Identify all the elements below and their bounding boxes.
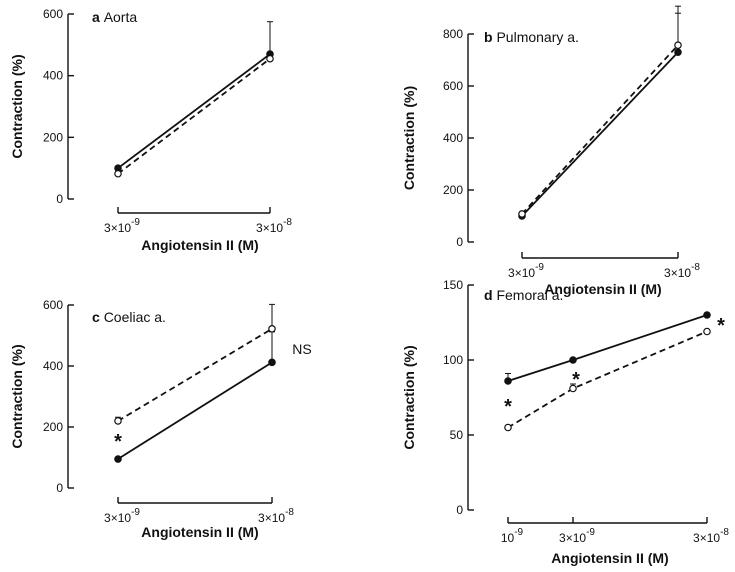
panel-title: c Coeliac a. bbox=[92, 309, 166, 325]
y-tick-label: 200 bbox=[43, 130, 63, 144]
panel-c: 0 200 400 600 Contraction (%) 3×10-9 3×10-8Ang… bbox=[9, 298, 312, 540]
x-tick-label: 3×10-8 bbox=[693, 527, 729, 545]
marker-open bbox=[114, 169, 122, 178]
panel-title: a Aorta bbox=[92, 9, 137, 25]
marker-open bbox=[674, 41, 682, 49]
series-line-solid bbox=[117, 53, 271, 169]
x-tick-label: 3×10-8 bbox=[258, 507, 294, 525]
marker-filled bbox=[114, 455, 122, 463]
y-axis-label: Contraction (%) bbox=[401, 86, 417, 190]
marker-open bbox=[504, 423, 512, 432]
x-axis-label: Angiotensin II (M) bbox=[544, 281, 661, 297]
y-tick-label: 0 bbox=[56, 192, 63, 206]
significance-asterisk: * bbox=[114, 431, 122, 453]
marker-open bbox=[569, 384, 577, 393]
y-tick-label: 600 bbox=[443, 79, 463, 93]
series-line-solid bbox=[521, 51, 679, 217]
series-line-dashed bbox=[507, 330, 708, 429]
marker-open bbox=[266, 54, 274, 63]
panel-b: 0 200 400 600 800 Contraction (%) 3×10-9 3×10-8… bbox=[401, 5, 700, 297]
marker-filled bbox=[674, 48, 682, 57]
series-line-dashed bbox=[117, 328, 273, 422]
significance-asterisk: * bbox=[504, 396, 512, 418]
marker-open bbox=[114, 417, 122, 425]
x-axis-label: Angiotensin II (M) bbox=[551, 550, 668, 566]
panel-title: d Femoral a. bbox=[484, 287, 563, 303]
y-tick-label: 200 bbox=[443, 183, 463, 197]
x-tick-label: 3×10-9 bbox=[104, 507, 140, 525]
y-tick-label: 50 bbox=[450, 428, 464, 442]
marker-open bbox=[518, 210, 526, 218]
series-line-dashed bbox=[521, 44, 679, 215]
y-tick-label: 0 bbox=[56, 481, 63, 495]
x-axis-label: Angiotensin II (M) bbox=[141, 237, 258, 253]
x-tick-label: 3×10-9 bbox=[508, 262, 544, 280]
marker-filled bbox=[703, 311, 711, 319]
marker-filled bbox=[504, 377, 512, 385]
ns-label: NS bbox=[292, 341, 311, 357]
y-axis-label: Contraction (%) bbox=[9, 344, 25, 448]
marker-open bbox=[268, 324, 276, 333]
x-tick-label: 10-9 bbox=[501, 527, 524, 545]
significance-asterisk: * bbox=[717, 315, 725, 337]
y-tick-label: 100 bbox=[443, 353, 463, 367]
x-tick-label: 3×10-9 bbox=[104, 217, 140, 235]
series-line-solid bbox=[507, 314, 708, 382]
marker-filled bbox=[569, 356, 577, 364]
x-tick-label: 3×10-9 bbox=[559, 527, 595, 545]
panel-a: 0 200 400 600 Contraction (%) 3×10-9 3×10-8 Ang… bbox=[9, 7, 292, 253]
series-line-solid bbox=[117, 361, 273, 460]
series-line-dashed bbox=[117, 57, 271, 175]
y-tick-label: 150 bbox=[443, 278, 463, 292]
x-tick-label: 3×10-8 bbox=[664, 262, 700, 280]
y-tick-label: 400 bbox=[443, 131, 463, 145]
x-axis-label: Angiotensin II (M) bbox=[141, 524, 258, 540]
marker-filled bbox=[268, 358, 276, 367]
x-tick-label: 3×10-8 bbox=[256, 217, 292, 235]
y-tick-label: 200 bbox=[43, 420, 63, 434]
marker-open bbox=[703, 327, 711, 336]
y-tick-label: 0 bbox=[456, 503, 463, 517]
y-tick-label: 400 bbox=[43, 359, 63, 373]
panel-title: b Pulmonary a. bbox=[484, 29, 579, 45]
y-tick-label: 600 bbox=[43, 7, 63, 21]
y-axis-label: Contraction (%) bbox=[401, 345, 417, 449]
y-tick-label: 800 bbox=[443, 27, 463, 41]
y-axis-label: Contraction (%) bbox=[9, 54, 25, 158]
panel-d: 0 50 100 150 Contraction (%) 10-9 3×10-9 3×10-8… bbox=[401, 278, 729, 566]
y-tick-label: 600 bbox=[43, 298, 63, 312]
significance-asterisk: * bbox=[572, 369, 580, 391]
y-tick-label: 400 bbox=[43, 69, 63, 83]
y-tick-label: 0 bbox=[456, 235, 463, 249]
